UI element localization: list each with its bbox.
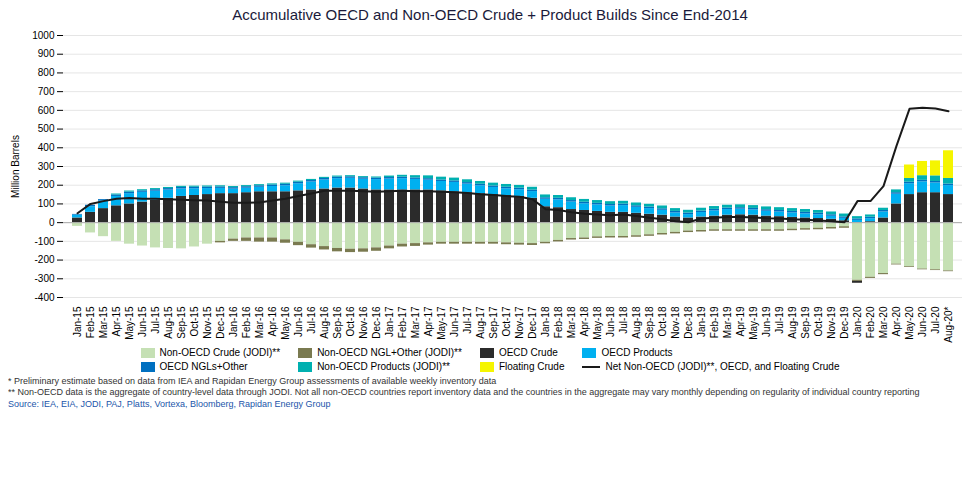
svg-text:Sep-19: Sep-19 bbox=[800, 306, 811, 339]
svg-text:1000: 1000 bbox=[32, 30, 55, 41]
svg-text:Mar-18: Mar-18 bbox=[566, 306, 577, 338]
svg-text:Aug-18: Aug-18 bbox=[631, 306, 642, 339]
svg-text:Jan-19: Jan-19 bbox=[696, 306, 707, 337]
svg-text:800: 800 bbox=[38, 67, 55, 78]
html-text:Source: IEA, EIA, JODI, PAJ, P: Source: IEA, EIA, JODI, PAJ, Platts, Vor… bbox=[8, 398, 331, 409]
html-text:Non-OECD Crude (JODI)**: Non-OECD Crude (JODI)** bbox=[159, 347, 281, 358]
html-text:Accumulative OECD and Non-OECD: Accumulative OECD and Non-OECD Crude + P… bbox=[232, 6, 748, 23]
svg-text:Jul-18: Jul-18 bbox=[618, 306, 629, 334]
svg-text:900: 900 bbox=[38, 48, 55, 59]
svg-text:Jan-17: Jan-17 bbox=[384, 306, 395, 337]
html-text:Floating Crude: Floating Crude bbox=[498, 361, 565, 372]
svg-text:Sep-16: Sep-16 bbox=[332, 306, 343, 339]
svg-text:Aug-16: Aug-16 bbox=[319, 306, 330, 339]
svg-text:Nov-19: Nov-19 bbox=[826, 306, 837, 339]
svg-text:Dec-17: Dec-17 bbox=[527, 306, 538, 339]
svg-text:May-17: May-17 bbox=[436, 306, 447, 340]
svg-text:Oct-15: Oct-15 bbox=[189, 306, 200, 336]
svg-text:Sep-18: Sep-18 bbox=[644, 306, 655, 339]
svg-text:Apr-20: Apr-20 bbox=[891, 306, 902, 336]
svg-text:Feb-17: Feb-17 bbox=[397, 306, 408, 338]
html-text:* Preliminary estimate based o: * Preliminary estimate based on data fro… bbox=[8, 376, 497, 386]
svg-text:Aug-19: Aug-19 bbox=[787, 306, 798, 339]
svg-text:Dec-16: Dec-16 bbox=[371, 306, 382, 339]
svg-text:700: 700 bbox=[38, 86, 55, 97]
svg-text:Feb-19: Feb-19 bbox=[709, 306, 720, 338]
svg-text:Feb-20: Feb-20 bbox=[865, 306, 876, 338]
svg-text:Dec-18: Dec-18 bbox=[683, 306, 694, 339]
svg-text:0: 0 bbox=[49, 217, 55, 228]
svg-text:-400: -400 bbox=[34, 292, 54, 303]
svg-text:Nov-17: Nov-17 bbox=[514, 306, 525, 339]
svg-text:Jun-20: Jun-20 bbox=[917, 306, 928, 337]
svg-text:May-20: May-20 bbox=[904, 306, 915, 340]
svg-text:Jan-15: Jan-15 bbox=[72, 306, 83, 337]
svg-text:Jun-18: Jun-18 bbox=[605, 306, 616, 337]
svg-text:Jun-16: Jun-16 bbox=[293, 306, 304, 337]
svg-text:Apr-16: Apr-16 bbox=[267, 306, 278, 336]
svg-text:Dec-19: Dec-19 bbox=[839, 306, 850, 339]
svg-text:200: 200 bbox=[38, 179, 55, 190]
html-text:Non-OECD Products (JODI)**: Non-OECD Products (JODI)** bbox=[317, 361, 450, 372]
svg-text:Sep-15: Sep-15 bbox=[176, 306, 187, 339]
svg-text:Oct-16: Oct-16 bbox=[345, 306, 356, 336]
svg-text:Feb-18: Feb-18 bbox=[553, 306, 564, 338]
svg-text:Jul-20: Jul-20 bbox=[930, 306, 941, 334]
html-text:** Non-OECD data is the aggreg: ** Non-OECD data is the aggregate of cou… bbox=[8, 387, 920, 398]
svg-text:Jan-16: Jan-16 bbox=[228, 306, 239, 337]
svg-text:Feb-16: Feb-16 bbox=[241, 306, 252, 338]
svg-text:-200: -200 bbox=[34, 254, 54, 265]
svg-text:Aug-15: Aug-15 bbox=[163, 306, 174, 339]
svg-text:Jun-15: Jun-15 bbox=[137, 306, 148, 337]
svg-text:300: 300 bbox=[38, 161, 55, 172]
svg-text:Jan-20: Jan-20 bbox=[852, 306, 863, 337]
svg-text:500: 500 bbox=[38, 123, 55, 134]
svg-text:Aug-17: Aug-17 bbox=[475, 306, 486, 339]
html-text:Non-OECD NGL+Other (JODI)**: Non-OECD NGL+Other (JODI)** bbox=[317, 347, 462, 358]
html-text:OECD Crude: OECD Crude bbox=[498, 347, 558, 358]
svg-text:-300: -300 bbox=[34, 273, 54, 284]
svg-text:May-16: May-16 bbox=[280, 306, 291, 340]
html-text:OECD Products: OECD Products bbox=[601, 347, 673, 358]
svg-text:Mar-19: Mar-19 bbox=[722, 306, 733, 338]
svg-text:Jul-19: Jul-19 bbox=[774, 306, 785, 334]
svg-text:Nov-16: Nov-16 bbox=[358, 306, 369, 339]
svg-text:600: 600 bbox=[38, 105, 55, 116]
svg-text:Mar-16: Mar-16 bbox=[254, 306, 265, 338]
svg-text:May-19: May-19 bbox=[748, 306, 759, 340]
svg-text:Jun-19: Jun-19 bbox=[761, 306, 772, 337]
html-text:OECD NGLs+Other: OECD NGLs+Other bbox=[159, 361, 248, 372]
svg-text:Feb-15: Feb-15 bbox=[85, 306, 96, 338]
svg-text:Dec-15: Dec-15 bbox=[215, 306, 226, 339]
svg-text:Apr-19: Apr-19 bbox=[735, 306, 746, 336]
svg-text:Jan-18: Jan-18 bbox=[540, 306, 551, 337]
svg-text:Oct-18: Oct-18 bbox=[657, 306, 668, 336]
svg-text:Sep-17: Sep-17 bbox=[488, 306, 499, 339]
svg-text:Apr-17: Apr-17 bbox=[423, 306, 434, 336]
svg-text:Mar-20: Mar-20 bbox=[878, 306, 889, 338]
svg-text:Jul-17: Jul-17 bbox=[462, 306, 473, 334]
svg-text:Nov-18: Nov-18 bbox=[670, 306, 681, 339]
svg-text:Jul-15: Jul-15 bbox=[150, 306, 161, 334]
svg-text:Apr-15: Apr-15 bbox=[111, 306, 122, 336]
svg-text:Mar-17: Mar-17 bbox=[410, 306, 421, 338]
svg-text:May-15: May-15 bbox=[124, 306, 135, 340]
svg-text:Nov-15: Nov-15 bbox=[202, 306, 213, 339]
svg-text:Mar-15: Mar-15 bbox=[98, 306, 109, 338]
svg-text:400: 400 bbox=[38, 142, 55, 153]
svg-text:Oct-19: Oct-19 bbox=[813, 306, 824, 336]
html-text:Net Non-OECD (JODI)**, OECD, a: Net Non-OECD (JODI)**, OECD, and Floatin… bbox=[605, 361, 840, 372]
svg-text:Million Barrels: Million Barrels bbox=[10, 135, 21, 198]
svg-text:Jul-16: Jul-16 bbox=[306, 306, 317, 334]
svg-text:Jun-17: Jun-17 bbox=[449, 306, 460, 337]
svg-text:Apr-18: Apr-18 bbox=[579, 306, 590, 336]
svg-text:May-18: May-18 bbox=[592, 306, 603, 340]
svg-text:Oct-17: Oct-17 bbox=[501, 306, 512, 336]
svg-text:100: 100 bbox=[38, 198, 55, 209]
svg-text:-100: -100 bbox=[34, 236, 54, 247]
svg-text:Aug-20*: Aug-20* bbox=[943, 306, 954, 342]
